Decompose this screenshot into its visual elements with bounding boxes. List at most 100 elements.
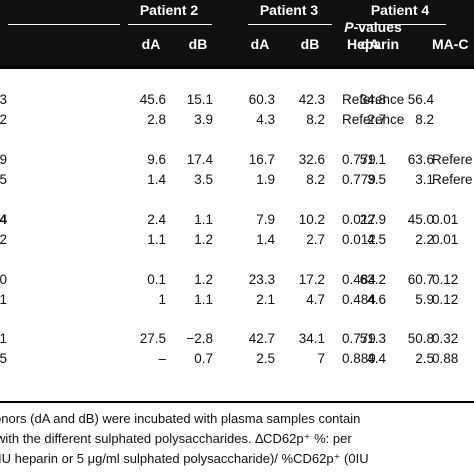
cell-p2-da: 2.4 [147,212,166,227]
cell-p4-db: 2.5 [415,351,434,366]
header-underline-patient-2 [128,24,212,25]
cell-heparin: 0.779 [342,331,376,346]
header-underline-patient-1 [8,24,120,25]
cell-p3-db: 8.2 [306,172,325,187]
cell-p2-da: 1.4 [147,172,166,187]
cell-p4-da: 4.4 [367,351,386,366]
header-patient-4: Patient 4 [370,2,430,18]
subheader-heparin: Heparin [346,36,400,52]
header-patient-3: Patient 3 [259,2,319,18]
cell-p4-db: 50.8 [407,331,434,346]
cell-ma-c: 0.01 [432,232,459,247]
bottom-rule [0,401,474,403]
cell-p3-db: 8.2 [306,112,325,127]
header-underline-patient-4 [356,24,446,25]
cell-p4-da: 22.9 [359,212,386,227]
header-rule [0,66,474,69]
cell-heparin: Reference [342,92,405,107]
cell-lead: 4 [0,212,7,227]
cell-ma-c: 0.88 [432,351,459,366]
cell-heparin: 0.012 [342,232,376,247]
subheader-p3-db: dB [300,36,320,52]
table-header: Patient 2 Patient 3 Patient 4 P-values M… [0,0,474,66]
header-ma-c: MA-C [432,36,469,52]
cell-lead: 1 [0,292,7,307]
cell-lead: 2 [0,232,7,247]
cell-p3-da: 7.9 [256,212,275,227]
cell-lead: 2 [0,112,7,127]
cell-p4-db: 8.2 [415,112,434,127]
subheader-p2-da: dA [141,36,161,52]
header-underline-patient-3 [248,24,332,25]
cell-ma-c: 0.12 [432,292,459,307]
header-values-text: -values [353,19,402,35]
cell-p2-da: 1 [158,292,166,307]
cell-p2-da: 2.8 [147,112,166,127]
cell-p2-db: 3.9 [194,112,213,127]
cell-lead: 3 [0,92,7,107]
cell-lead: 0 [0,272,7,287]
cell-p3-db: 10.2 [298,212,325,227]
cell-lead: 5 [0,172,7,187]
cell-lead: 9 [0,152,7,167]
footnote-line-3: IU heparin or 5 μg/ml sulphated polysacc… [0,451,369,466]
cell-lead: 1 [0,331,7,346]
header-patient-2: Patient 2 [139,2,199,18]
cell-p3-db: 4.7 [306,292,325,307]
cell-lead: 5 [0,351,7,366]
cell-heparin: Reference [342,112,405,127]
cell-ma-c: 0.01 [432,212,459,227]
cell-p4-da: 34.8 [359,92,386,107]
cell-p3-db: 17.2 [298,272,325,287]
cell-p4-db: 45.0 [407,212,434,227]
cell-ma-c: Refere [432,152,473,167]
cell-p4-db: 60.7 [407,272,434,287]
cell-ma-c: 0.32 [432,331,459,346]
cell-p3-db: 42.3 [298,92,325,107]
cell-p4-db: 56.4 [407,92,434,107]
footnote-line-2: with the different sulphated polysacchar… [0,431,352,446]
cell-p2-db: 1.2 [194,272,213,287]
cell-p3-db: 2.7 [306,232,325,247]
cell-heparin: 0.889 [342,351,376,366]
cell-p2-da: – [158,351,166,366]
cell-heparin: 0.484 [342,272,376,287]
cell-p3-db: 34.1 [298,331,325,346]
subheader-p3-da: dA [250,36,270,52]
cell-p3-da: 60.3 [248,92,275,107]
cell-p4-da: 3.5 [367,172,386,187]
cell-p3-db: 7 [317,351,325,366]
cell-p3-da: 16.7 [248,152,275,167]
header-p-italic: P [344,19,354,35]
cell-p2-db: 17.4 [186,152,213,167]
cell-heparin: 0.017 [342,212,376,227]
cell-p4-da: 63.2 [359,272,386,287]
cell-p2-db: 15.1 [186,92,213,107]
subheader-p2-db: dB [188,36,208,52]
cell-p4-db: 3.1 [415,172,434,187]
cell-p4-da: 2.7 [367,112,386,127]
cell-p3-da: 42.7 [248,331,275,346]
cell-p2-db: 0.7 [194,351,213,366]
cell-p2-db: 1.2 [194,232,213,247]
cell-ma-c: 0.12 [432,272,459,287]
cell-p2-db: 3.5 [194,172,213,187]
cell-ma-c: Refere [432,172,473,187]
cell-p3-da: 1.4 [256,232,275,247]
cell-p4-db: 5.9 [415,292,434,307]
footnote-line-1: onors (dA and dB) were incubated with pl… [0,411,361,426]
cell-p4-da: 51.1 [359,152,386,167]
cell-p2-da: 0.1 [147,272,166,287]
cell-p2-da: 45.6 [139,92,166,107]
cell-p2-da: 27.5 [139,331,166,346]
cell-heparin: 0.779 [342,172,376,187]
cell-p2-db: 1.1 [194,292,213,307]
cell-p3-da: 1.9 [256,172,275,187]
subheader-p4-da: dA [360,36,380,52]
cell-p3-da: 23.3 [248,272,275,287]
cell-p4-da: 51.3 [359,331,386,346]
cell-p4-da: 4.6 [367,292,386,307]
cell-p3-da: 2.1 [256,292,275,307]
cell-p3-db: 32.6 [298,152,325,167]
